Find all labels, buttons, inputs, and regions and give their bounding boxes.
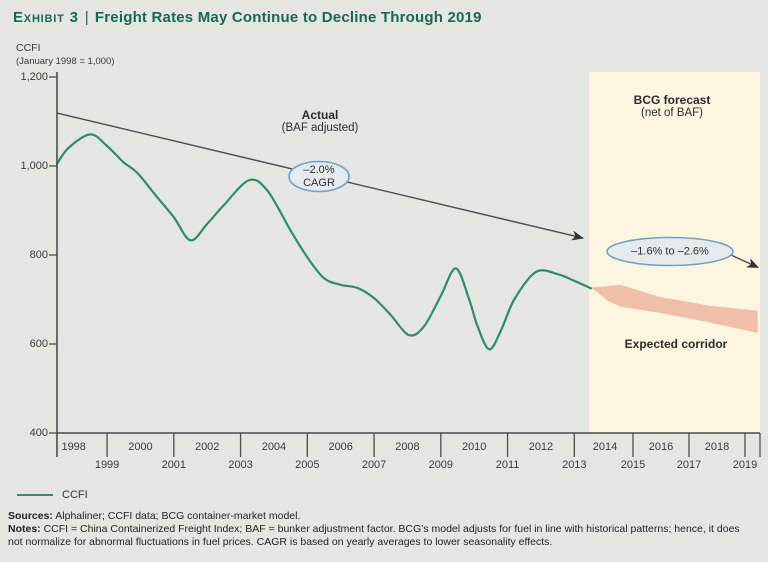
y-axis-title-line1: CCFI: [16, 42, 41, 54]
x-tick-label: 2007: [361, 459, 387, 471]
forecast-cagr-text: –1.6% to –2.6%: [631, 246, 709, 259]
x-tick-label: 2003: [228, 459, 253, 471]
x-tick-label: 2006: [328, 441, 353, 453]
legend: CCFI: [17, 487, 88, 503]
x-tick-label: 2013: [562, 459, 587, 471]
forecast-annotation-sub: (net of BAF): [641, 107, 703, 119]
x-axis-ticks: [106, 433, 761, 457]
y-tick-label: 1,200: [20, 71, 48, 83]
actual-cagr-text: –2.0% CAGR: [303, 164, 335, 190]
actual-annotation-title: Actual: [301, 108, 339, 122]
expected-corridor-label: Expected corridor: [624, 337, 728, 351]
x-tick-label: 2010: [461, 441, 487, 453]
notes-text: CCFI = China Containerized Freight Index…: [8, 523, 740, 548]
forecast-annotation-title: BCG forecast: [633, 93, 711, 107]
ccfi-legend-line: [17, 493, 53, 497]
notes-line: Notes: CCFI = China Containerized Freigh…: [8, 523, 756, 549]
page-title: Exhibit 3 | Freight Rates May Continue to …: [13, 9, 482, 26]
y-axis-title: CCFI (January 1998 = 1,000): [16, 42, 115, 68]
x-tick-label: 2011: [495, 459, 520, 471]
actual-cagr-unit: CAGR: [303, 177, 335, 189]
x-tick-label: 2018: [704, 441, 730, 453]
y-tick-label: 1,000: [20, 160, 48, 172]
x-tick-label: 2008: [395, 441, 420, 453]
x-tick-label: 2001: [161, 459, 187, 471]
x-tick-label: 2014: [592, 441, 618, 453]
x-tick-label: 2000: [128, 441, 153, 453]
x-tick-label: 2005: [295, 459, 320, 471]
x-tick-label: 1998: [61, 441, 86, 453]
x-tick-label: 2002: [194, 441, 220, 453]
title-separator: |: [84, 9, 89, 26]
chart-canvas: [49, 72, 761, 457]
exhibit-number: Exhibit 3: [13, 9, 79, 26]
x-tick-label: 2015: [620, 459, 646, 471]
x-tick-label: 2016: [648, 441, 674, 453]
y-tick-label: 400: [29, 427, 48, 439]
y-tick-label: 600: [29, 338, 48, 350]
notes-label: Notes:: [8, 523, 41, 535]
sources-label: Sources:: [8, 510, 53, 522]
exhibit-title-text: Freight Rates May Continue to Decline Th…: [94, 9, 482, 26]
x-tick-label: 2017: [676, 459, 702, 471]
ccfi-legend-label: CCFI: [62, 489, 88, 501]
actual-cagr-bubble: [288, 160, 350, 193]
y-tick-label: 800: [29, 249, 48, 261]
x-tick-label: 2019: [732, 459, 758, 471]
actual-cagr-value: –2.0%: [303, 164, 335, 176]
forecast-cagr-value: –1.6% to –2.6%: [631, 245, 709, 258]
actual-annotation: Actual (BAF adjusted): [282, 108, 359, 134]
x-tick-label: 1999: [94, 459, 120, 471]
sources-text: Alphaliner; CCFI data; BCG container-mar…: [52, 510, 301, 522]
y-axis-title-line2: (January 1998 = 1,000): [16, 56, 115, 67]
expected-corridor-band: [591, 284, 758, 333]
sources-line: Sources: Alphaliner; CCFI data; BCG cont…: [8, 510, 756, 523]
forecast-annotation: BCG forecast (net of BAF): [634, 93, 711, 119]
ccfi-line: [55, 133, 593, 351]
x-tick-label: 2009: [428, 459, 454, 471]
forecast-cagr-bubble: [606, 236, 734, 267]
x-tick-label: 2004: [261, 441, 287, 453]
footer-notes: Sources: Alphaliner; CCFI data; BCG cont…: [8, 510, 756, 549]
forecast-trend-arrow: [730, 254, 760, 269]
actual-annotation-sub: (BAF adjusted): [281, 122, 359, 134]
y-axis-ticks: [49, 76, 57, 434]
x-tick-label: 2012: [528, 441, 554, 453]
